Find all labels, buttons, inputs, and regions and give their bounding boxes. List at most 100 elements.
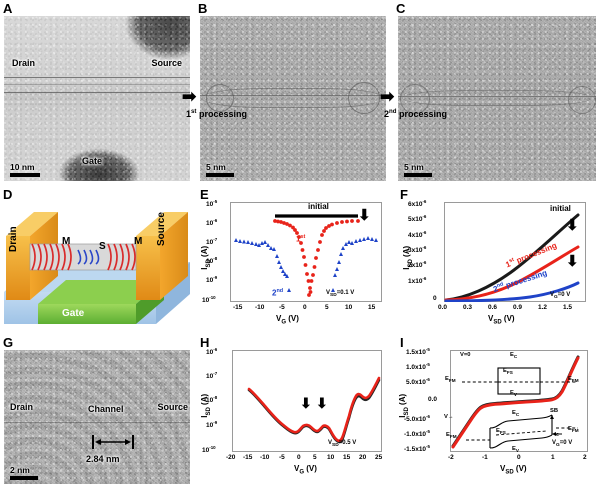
channel-label-g: Channel [88,404,124,414]
panel-e-ytick-2: 10-7 [206,237,218,247]
nanotube-outline-b [202,88,384,108]
panel-i-ytick-4: -5.0x10-6 [404,414,430,424]
panel-f-down-arrow-2-icon: ⬇ [566,253,579,270]
source-front [136,236,160,300]
panel-f-ytick-2: 2x10-6 [408,260,427,270]
source-label-d: Source [156,212,167,246]
inset-bottom-bias-label: V→ [444,414,454,420]
drain-label-d: Drain [8,226,19,252]
panel-h-annotation: VSD=0.5 V [328,440,357,449]
scalebar-group-a: 10 nm [10,161,40,177]
panel-h-xtick-3: -5 [279,454,285,461]
panel-i-xtick-0: -2 [448,454,454,461]
nanotube-core-g [4,422,190,423]
panel-e-xlabel: VG (V) [276,314,299,326]
processing-arrow-2-icon: ➡ [380,87,395,106]
tem-noise-fine-g [4,350,190,484]
scalebar-line-g [10,476,38,480]
panel-h-xtick-7: 15 [343,454,351,461]
processing-label-2: 2nd processing [384,108,447,119]
inset-top-efs-label: EFS [503,368,513,376]
panel-e-xtick-4: 5 [325,304,329,311]
measurement-label-g: 2.84 nm [86,454,120,464]
panel-h-xtick-6: 10 [327,454,335,461]
panel-e-xtick-2: -5 [279,304,285,311]
panel-h-peak-arrow-1-icon: ⬇ [300,395,312,411]
device-schematic-svg [4,212,190,324]
inset-top-efm-right-label: EFM [568,376,579,384]
gate-front [38,304,136,324]
inset-top-efm-left-label: EFM [445,376,456,384]
nanotube-core-a [4,84,190,85]
panel-f-xtick-0: 0.0 [438,304,448,311]
series-red-iv-i [451,356,580,449]
panel-h-xtick-8: 20 [359,454,367,461]
scalebar-group-g: 2 nm [10,464,38,480]
panel-h-ytick-4: 10-10 [202,445,216,455]
scalebar-line-b [206,173,234,177]
panel-e-ytick-0: 10-5 [206,199,218,209]
nanotube-core-c [398,96,596,97]
scalebar-line-c [404,173,432,177]
panel-e-ytick-5: 10-10 [202,295,216,305]
junction-right-b [348,82,380,114]
panel-f-axes [444,202,586,302]
panel-f-xtick-3: 0.9 [513,304,523,311]
panel-i-ytick-6: -1.5x10-5 [404,444,430,454]
segment-label-m-right: M [134,236,143,247]
panel-e-curve-label-1st: 1st [296,234,306,244]
panel-e-plot: ISD (A) [200,196,390,330]
panel-i-data-svg [451,355,580,449]
source-label-g: Source [157,402,188,412]
panel-e-curve-label-initial: initial [308,202,329,211]
scalebar-text-b: 5 nm [206,161,226,172]
scalebar-text-g: 2 nm [10,464,30,475]
segment-label-m-left: M [62,236,71,247]
panel-f-annotation: VG=0 V [550,292,571,301]
tem-noise-texture-g [4,350,190,484]
panel-e-xtick-0: -15 [233,304,243,311]
gate-label-a: Gate [82,156,103,166]
tem-noise-texture-a [4,16,190,181]
source-label-a: Source [151,58,182,68]
panel-label-f: F [400,187,408,202]
metallic-segment-right [107,243,136,271]
inset-bottom-ev-label: EV [512,446,519,454]
panel-e-down-arrow-icon: ⬇ [358,207,371,224]
panel-e-annotation: VSD=0.1 V [326,290,355,299]
nanotube-core-b [200,95,386,96]
gate-top [38,280,164,304]
source-side [160,212,188,300]
nanotube-outline-c [402,90,592,106]
panel-h-xlabel: VG (V) [294,464,317,476]
scalebar-text-a: 10 nm [10,161,35,172]
panel-e-xtick-3: 0 [303,304,307,311]
panel-f-ytick-1: 1x10-6 [408,276,427,286]
panel-f-ytick-6: 6x10-6 [408,199,427,209]
panel-g-tem-image: Drain Channel Source 2.84 nm 2 nm [4,350,190,484]
panel-f-xtick-2: 0.6 [488,304,498,311]
panel-h-ytick-3: 10-9 [206,420,218,430]
panel-c-tem-image: 5 nm [398,16,596,181]
drain-label-g: Drain [10,402,34,412]
panel-label-b: B [198,1,208,16]
inset-bottom-efm-left-label: EFM [446,432,457,440]
inset-band-diagram-biased [466,414,578,449]
panel-f-xtick-5: 1.5 [563,304,573,311]
semiconducting-segment [77,249,100,265]
nanotube-wall-bottom-a [4,92,190,94]
panel-e-axes [230,202,382,302]
panel-e-xtick-1: -10 [255,304,265,311]
panel-d-schematic: M S M Drain Source Gate [4,200,190,330]
nanotube-wall-top-a [4,77,190,79]
panel-f-data-svg [444,213,580,302]
scalebar-text-c: 5 nm [404,161,424,172]
panel-h-plot: ISD (A) 10-6 10-7 10-8 10-9 10-10 -20 -1… [200,344,390,484]
series-red-curve-h [247,376,381,443]
series-1st-markers-e [273,219,360,297]
panel-h-peak-arrow-2-icon: ⬇ [316,395,328,411]
panel-e-curve-label-2nd: 2nd [272,288,284,298]
panel-f-xtick-4: 1.2 [538,304,548,311]
panel-i-xtick-1: -1 [482,454,488,461]
